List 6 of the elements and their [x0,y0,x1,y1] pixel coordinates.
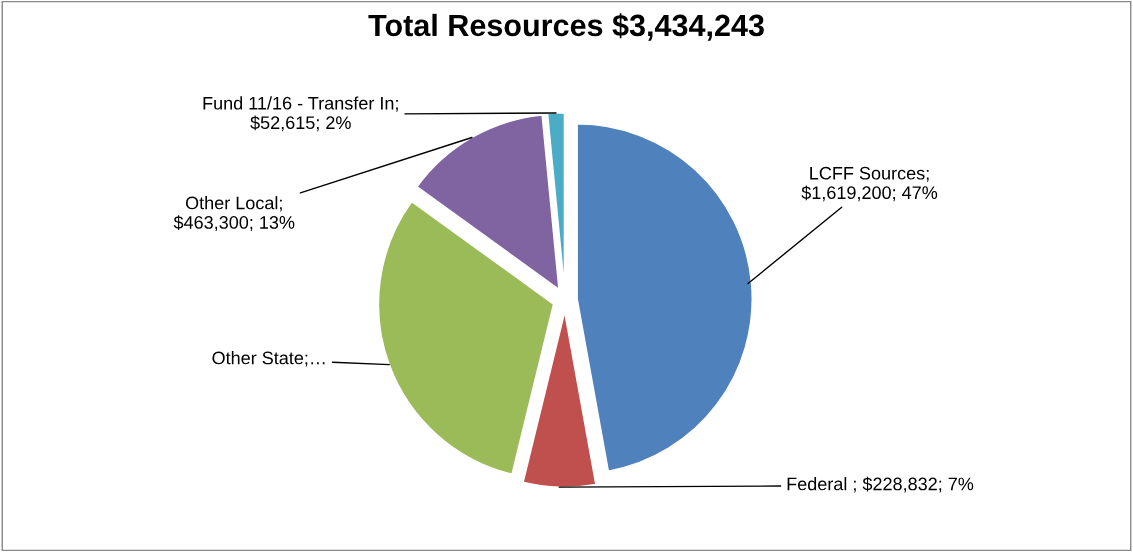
slice-label: Fund 11/16 - Transfer In; $52,615; 2% [203,96,398,132]
slice-label: Federal ; $228,832; 7% [787,476,974,493]
chart-title: Total Resources $3,434,243 [368,13,764,41]
slice-label: Other Local; $463,300; 13% [173,196,295,231]
slice-label: Other State;… [212,351,325,367]
slice-label: LCFF Sources; $1,619,200; 47% [801,166,938,202]
